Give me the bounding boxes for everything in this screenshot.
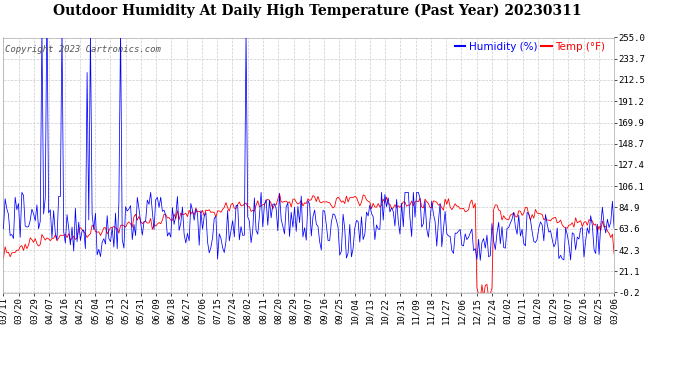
Legend: Humidity (%), Temp (°F): Humidity (%), Temp (°F) [451,38,609,56]
Text: Outdoor Humidity At Daily High Temperature (Past Year) 20230311: Outdoor Humidity At Daily High Temperatu… [53,4,582,18]
Text: Copyright 2023 Cartronics.com: Copyright 2023 Cartronics.com [5,45,161,54]
